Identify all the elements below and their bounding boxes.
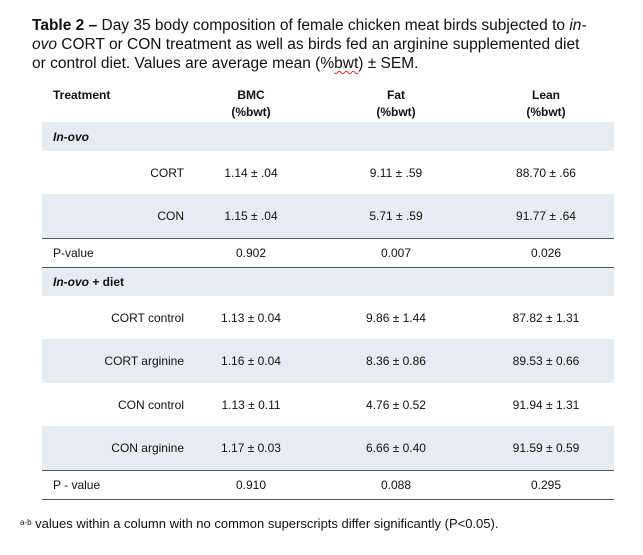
row-label: CORT control [111, 310, 184, 325]
caption-text-1: Day 35 body composition of female chicke… [97, 17, 570, 34]
cell-bmc: 1.15 ± .04 [188, 194, 314, 238]
cell-lean: 91.94 ± 1.31 [512, 397, 580, 412]
cell-fat: 9.86 ± 1.44 [366, 310, 426, 325]
section-label: In-ovo + diet [42, 267, 614, 296]
cell-fat: 0.088 [314, 469, 478, 500]
section-label-rest: + diet [89, 274, 125, 289]
table-row: CORT control 1.13 ± 0.04 9.86 ± 1.44 87.… [42, 296, 614, 339]
table-row: CON 1.15 ± .04 5.71 ± .59 91.77 ± .64 [42, 194, 614, 238]
row-label: CON [42, 194, 188, 238]
section-label-italic: In-ovo [53, 129, 89, 144]
row-label: CON control [117, 397, 184, 412]
footnote-text: values within a column with no common su… [31, 516, 499, 531]
cell-bmc: 1.14 ± .04 [224, 165, 278, 180]
cell-lean: 89.53 ± 0.66 [478, 339, 614, 383]
table-row: CON control 1.13 ± 0.11 4.76 ± 0.52 91.9… [42, 383, 614, 426]
cell-lean: 87.82 ± 1.31 [512, 310, 580, 325]
table-row: CORT 1.14 ± .04 9.11 ± .59 88.70 ± .66 [42, 151, 614, 194]
section-label: In-ovo [42, 122, 614, 151]
row-label: P-value [42, 237, 188, 268]
body-composition-table: Treatment BMC (%bwt) Fat (%bwt) Lean (%bwt)… [42, 78, 614, 500]
cell-lean: 0.026 [478, 237, 614, 268]
cell-lean: 91.77 ± .64 [478, 194, 614, 238]
table-row: CORT arginine 1.16 ± 0.04 8.36 ± 0.86 89… [42, 339, 614, 383]
cell-bmc: 0.910 [188, 469, 314, 500]
header-bmc-unit: (%bwt) [231, 105, 271, 119]
cell-fat: 5.71 ± .59 [314, 194, 478, 238]
row-label: P - value [42, 469, 188, 500]
footnote-superscript: a-b [20, 518, 32, 527]
cell-fat: 4.76 ± 0.52 [366, 397, 426, 412]
spellcheck-word[interactable]: bwt [334, 55, 359, 72]
row-label: CON arginine [42, 426, 188, 470]
row-label: CORT arginine [42, 339, 188, 383]
cell-bmc: 1.13 ± 0.04 [221, 310, 281, 325]
cell-fat: 0.007 [314, 237, 478, 268]
cell-bmc: 1.17 ± 0.03 [188, 426, 314, 470]
cell-bmc: 1.13 ± 0.11 [221, 397, 281, 412]
pvalue-row: P - value 0.910 0.088 0.295 [42, 469, 614, 500]
cell-lean: 91.59 ± 0.59 [478, 426, 614, 470]
header-lean-unit: (%bwt) [526, 105, 566, 119]
table-caption: Table 2 – Day 35 body composition of fem… [32, 16, 592, 73]
table-row: CON arginine 1.17 ± 0.03 6.66 ± 0.40 91.… [42, 426, 614, 470]
section-label-italic: In-ovo [53, 274, 89, 289]
header-lean-label: Lean [531, 88, 560, 102]
header-bmc: BMC (%bwt) [188, 78, 314, 122]
cell-fat: 6.66 ± 0.40 [314, 426, 478, 470]
header-lean: Lean (%bwt) [478, 78, 614, 122]
cell-fat: 9.11 ± .59 [369, 165, 423, 180]
header-fat-unit: (%bwt) [376, 105, 416, 119]
cell-fat: 8.36 ± 0.86 [314, 339, 478, 383]
table-label: Table 2 – [32, 17, 98, 34]
section-row-in-ovo-diet: In-ovo + diet [42, 267, 614, 296]
section-row-in-ovo: In-ovo [42, 122, 614, 151]
row-label: CORT [150, 165, 184, 180]
caption-text-3: ) ± SEM. [358, 55, 419, 72]
pvalue-row: P-value 0.902 0.007 0.026 [42, 237, 614, 268]
cell-bmc: 0.902 [188, 237, 314, 268]
table-footnote: a-b values within a column with no commo… [20, 516, 498, 531]
header-treatment: Treatment [53, 88, 111, 102]
caption-text-2: CORT or CON treatment as well as birds f… [32, 36, 580, 72]
cell-lean: 88.70 ± .66 [516, 165, 576, 180]
header-fat-label: Fat [387, 88, 405, 102]
header-row: Treatment BMC (%bwt) Fat (%bwt) Lean (%bwt) [42, 78, 614, 122]
cell-lean: 0.295 [478, 469, 614, 500]
header-fat: Fat (%bwt) [314, 78, 478, 122]
cell-bmc: 1.16 ± 0.04 [188, 339, 314, 383]
header-bmc-label: BMC [237, 88, 265, 102]
caption-italic: in-ovo [32, 17, 587, 53]
